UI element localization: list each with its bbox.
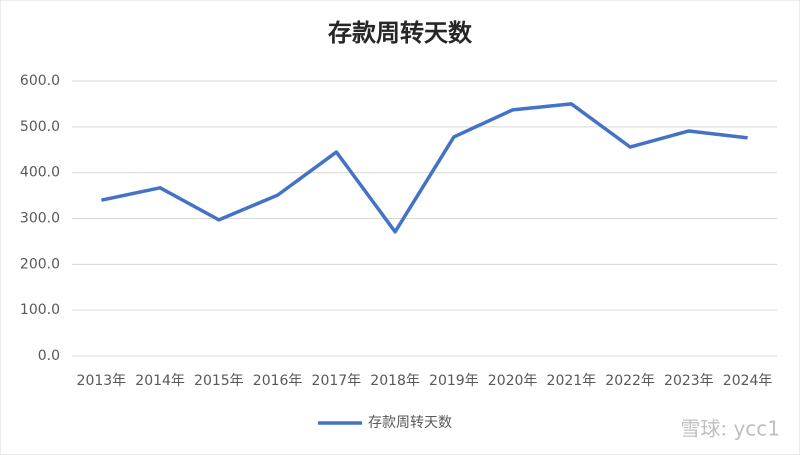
x-tick-label: 2024年 [723, 373, 773, 389]
x-tick-label: 2017年 [312, 373, 362, 389]
chart-title: 存款周转天数 [328, 19, 473, 47]
x-tick-label: 2018年 [370, 373, 420, 389]
x-tick-label: 2023年 [664, 373, 714, 389]
x-tick-label: 2021年 [547, 373, 597, 389]
data-line [101, 102, 748, 234]
watermark: 雪球: ycc1 [680, 417, 780, 441]
x-tick-label: 2019年 [429, 373, 479, 389]
x-tick-label: 2020年 [488, 373, 538, 389]
y-tick-label: 200.0 [20, 256, 60, 272]
x-tick-label: 2016年 [253, 373, 303, 389]
x-tick-label: 2014年 [135, 373, 185, 389]
y-tick-label: 400.0 [20, 165, 60, 181]
y-tick-label: 0.0 [38, 348, 60, 364]
y-tick-label: 500.0 [20, 119, 60, 135]
x-tick-label: 2022年 [605, 373, 655, 389]
x-tick-label: 2013年 [77, 373, 127, 389]
y-tick-label: 300.0 [20, 211, 60, 227]
y-tick-label: 100.0 [20, 302, 60, 318]
y-tick-label: 600.0 [20, 73, 60, 89]
legend-label: 存款周转天数 [368, 415, 452, 431]
x-tick-label: 2015年 [194, 373, 244, 389]
